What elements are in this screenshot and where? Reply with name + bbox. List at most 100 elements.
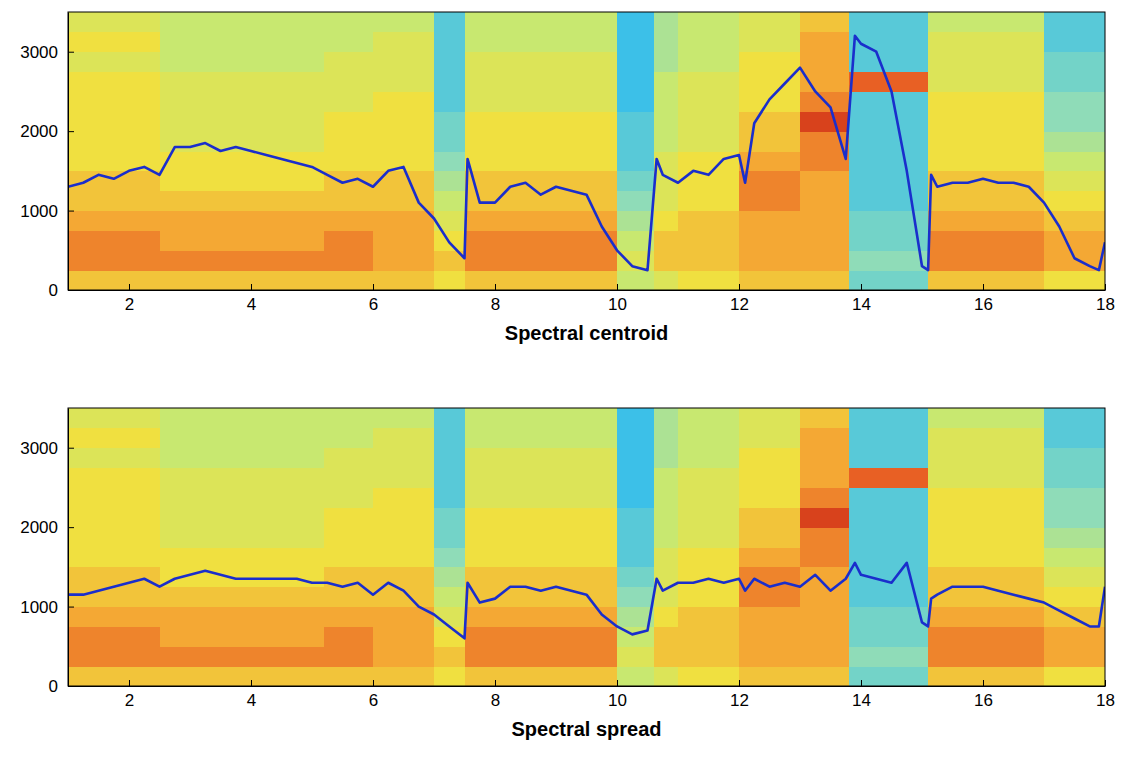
figure: 246810121416180100020003000Spectral cent…	[0, 0, 1122, 758]
spectrogram-cell	[654, 250, 679, 270]
spectrogram-cell	[849, 666, 929, 686]
spectrogram-cell	[160, 52, 325, 72]
tick-mark	[251, 284, 252, 290]
spectrogram-cell	[434, 12, 465, 32]
tick-mark	[129, 680, 130, 686]
tick-label: 16	[974, 691, 993, 710]
feature-line	[68, 563, 1105, 638]
spectrogram-cell	[160, 230, 325, 250]
spectrogram-cell	[800, 646, 849, 666]
spectrogram-cell	[800, 507, 849, 527]
spectrogram-cell	[739, 487, 801, 507]
spectrogram-cell	[465, 91, 618, 111]
spectrogram-cell	[654, 91, 679, 111]
spectrogram-cell	[1044, 527, 1105, 547]
spectrogram-cell	[373, 91, 435, 111]
spectrogram-cell	[68, 587, 160, 607]
spectrogram-cell	[928, 250, 1044, 270]
spectrogram-cell	[678, 468, 740, 488]
spectrogram-cell	[434, 487, 465, 507]
spectrogram-cell	[617, 487, 654, 507]
spectrogram-cell	[800, 607, 849, 627]
spectrogram-cell	[1044, 646, 1105, 666]
spectrogram-cell	[800, 171, 849, 191]
spectrogram-cell	[324, 428, 373, 448]
spectrogram-cell	[373, 111, 435, 131]
spectrogram-cell	[1044, 230, 1105, 250]
spectrogram-cell	[678, 270, 740, 290]
spectrogram-cell	[678, 626, 740, 646]
spectrogram-cell	[1044, 191, 1105, 211]
spectrogram-cell	[1044, 547, 1105, 567]
spectrogram-cell	[160, 587, 325, 607]
x-axis: 24681012141618	[69, 284, 1115, 314]
tick-mark	[495, 680, 496, 686]
tick: 3000	[20, 439, 74, 458]
spectrogram-cell	[324, 408, 373, 428]
spectrogram-cell	[654, 626, 679, 646]
spectrogram-cell	[160, 111, 325, 131]
tick-label: 2	[125, 691, 134, 710]
spectrogram-cell	[373, 171, 435, 191]
spectrogram-cell	[800, 408, 849, 428]
spectrogram-cell	[849, 448, 929, 468]
panel: 246810121416180100020003000Spectral cent…	[20, 12, 1115, 344]
spectrogram-cell	[1044, 111, 1105, 131]
spectrogram-cell	[849, 270, 929, 290]
spectrogram-cell	[373, 507, 435, 527]
spectrogram-cell	[68, 547, 160, 567]
spectrogram-cell	[739, 607, 801, 627]
spectrogram-cell	[739, 171, 801, 191]
spectrogram-cell	[434, 111, 465, 131]
tick-mark	[68, 527, 74, 528]
spectrogram-cell	[678, 250, 740, 270]
tick-label: 2000	[20, 122, 58, 141]
spectrogram-cell	[160, 507, 325, 527]
spectrogram-cell	[373, 468, 435, 488]
spectrogram-cell	[928, 131, 1044, 151]
spectrogram-cell	[678, 567, 740, 587]
spectrogram-cell	[434, 91, 465, 111]
spectrogram-cell	[434, 151, 465, 171]
spectrogram-cell	[160, 448, 325, 468]
spectrogram-cell	[434, 428, 465, 448]
tick: 14	[852, 284, 871, 314]
spectrogram-cell	[849, 646, 929, 666]
spectrogram-cell	[68, 111, 160, 131]
spectrogram-cell	[617, 468, 654, 488]
spectrogram-cell	[465, 666, 618, 686]
spectrogram-cell	[1044, 270, 1105, 290]
spectrogram-cell	[324, 230, 373, 250]
spectrogram-cell	[617, 211, 654, 231]
tick-label: 0	[49, 677, 58, 696]
tick-mark	[373, 284, 374, 290]
spectrogram-cell	[1044, 12, 1105, 32]
axis-title: Spectral centroid	[505, 322, 668, 344]
spectrogram-cell	[654, 111, 679, 131]
spectrogram-cell	[617, 91, 654, 111]
spectrogram-cell	[678, 646, 740, 666]
spectrogram-cell	[739, 646, 801, 666]
spectrogram-cell	[678, 607, 740, 627]
spectrogram-cell	[739, 626, 801, 646]
spectrogram-cell	[617, 408, 654, 428]
spectrogram-cell	[678, 211, 740, 231]
spectrogram-cell	[324, 151, 373, 171]
spectrogram-cell	[373, 211, 435, 231]
spectrogram-cell	[849, 151, 929, 171]
spectrogram-cell	[434, 448, 465, 468]
spectrogram-cell	[465, 626, 618, 646]
spectrogram-cell	[1044, 52, 1105, 72]
spectrogram-cell	[160, 527, 325, 547]
spectrogram-cell	[800, 111, 849, 131]
tick-mark	[251, 680, 252, 686]
spectrogram-cell	[373, 527, 435, 547]
tick: 16	[974, 680, 993, 710]
spectrogram-cell	[434, 646, 465, 666]
spectrogram-cell	[928, 567, 1044, 587]
spectrogram-cell	[68, 428, 160, 448]
spectrogram-cell	[800, 626, 849, 646]
tick-label: 2000	[20, 518, 58, 537]
spectrogram-cell	[678, 448, 740, 468]
spectrogram-cell	[434, 131, 465, 151]
